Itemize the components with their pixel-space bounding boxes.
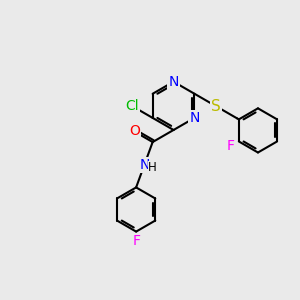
Text: N: N bbox=[189, 111, 200, 125]
Text: F: F bbox=[227, 139, 235, 153]
Text: H: H bbox=[148, 161, 157, 174]
Text: N: N bbox=[139, 158, 150, 172]
Text: S: S bbox=[211, 99, 221, 114]
Text: F: F bbox=[132, 234, 140, 248]
Text: N: N bbox=[168, 75, 179, 89]
Text: O: O bbox=[129, 124, 140, 138]
Text: Cl: Cl bbox=[125, 99, 139, 113]
